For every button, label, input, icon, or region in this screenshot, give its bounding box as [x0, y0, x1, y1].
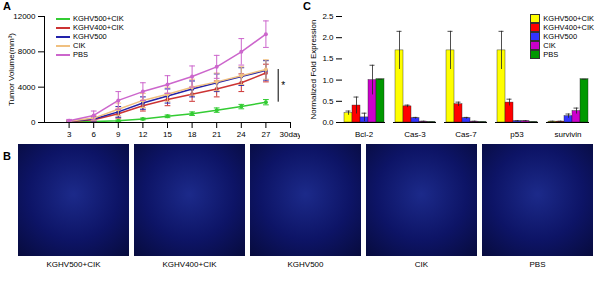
- svg-text:18: 18: [188, 130, 197, 139]
- svg-text:2.0: 2.0: [322, 33, 334, 42]
- html-text:KGHV500+CIK: KGHV500+CIK: [543, 14, 594, 23]
- html-text:KGHV500+CIK: KGHV500+CIK: [46, 260, 101, 269]
- svg-text:2.5: 2.5: [322, 12, 334, 21]
- html-text:KGHV400+CIK: KGHV400+CIK: [73, 23, 124, 32]
- html-text:PBS: PBS: [73, 50, 88, 59]
- html-text:KGHV400+CIK: KGHV400+CIK: [543, 23, 594, 32]
- html-text:CIK: CIK: [73, 41, 86, 50]
- svg-text:0.5: 0.5: [322, 97, 334, 106]
- svg-text:Cas-7: Cas-7: [455, 130, 477, 139]
- html-text:CIK: CIK: [543, 41, 556, 50]
- svg-text:30day: 30day: [280, 130, 300, 139]
- html-text:PBS: PBS: [543, 50, 559, 59]
- svg-text:6: 6: [91, 130, 96, 139]
- svg-text:9: 9: [116, 130, 121, 139]
- html-text:A: A: [3, 0, 11, 12]
- svg-text:*: *: [281, 80, 285, 91]
- svg-text:8000: 8000: [18, 47, 36, 56]
- svg-text:1.5: 1.5: [322, 54, 334, 63]
- html-text:PBS: PBS: [529, 260, 546, 269]
- svg-text:p53: p53: [510, 130, 524, 139]
- html-text:KGHV500: KGHV500: [287, 260, 324, 269]
- svg-text:Tumor Volume(mm³): Tumor Volume(mm³): [7, 33, 16, 106]
- html-text:KGHV500: KGHV500: [543, 32, 578, 41]
- html-text:KGHV400+CIK: KGHV400+CIK: [162, 260, 217, 269]
- svg-text:12000: 12000: [13, 12, 36, 21]
- svg-text:Bcl-2: Bcl-2: [355, 130, 374, 139]
- svg-text:21: 21: [212, 130, 221, 139]
- svg-text:15: 15: [163, 130, 172, 139]
- svg-text:4000: 4000: [18, 83, 36, 92]
- html-text:B: B: [3, 150, 11, 162]
- svg-text:27: 27: [261, 130, 270, 139]
- svg-text:0: 0: [31, 118, 36, 127]
- svg-text:Normalized Fold Expression: Normalized Fold Expression: [309, 19, 318, 119]
- html-text:C: C: [303, 0, 311, 12]
- svg-text:3: 3: [67, 130, 72, 139]
- svg-text:0.0: 0.0: [322, 118, 334, 127]
- html-text:KGHV500: KGHV500: [73, 32, 107, 41]
- svg-text:24: 24: [237, 130, 246, 139]
- svg-text:1.0: 1.0: [322, 76, 334, 85]
- svg-text:survivin: survivin: [554, 130, 581, 139]
- html-text:KGHV500+CIK: KGHV500+CIK: [73, 14, 124, 23]
- svg-text:12: 12: [138, 130, 147, 139]
- svg-text:Cas-3: Cas-3: [404, 130, 426, 139]
- html-text:CIK: CIK: [414, 260, 429, 269]
